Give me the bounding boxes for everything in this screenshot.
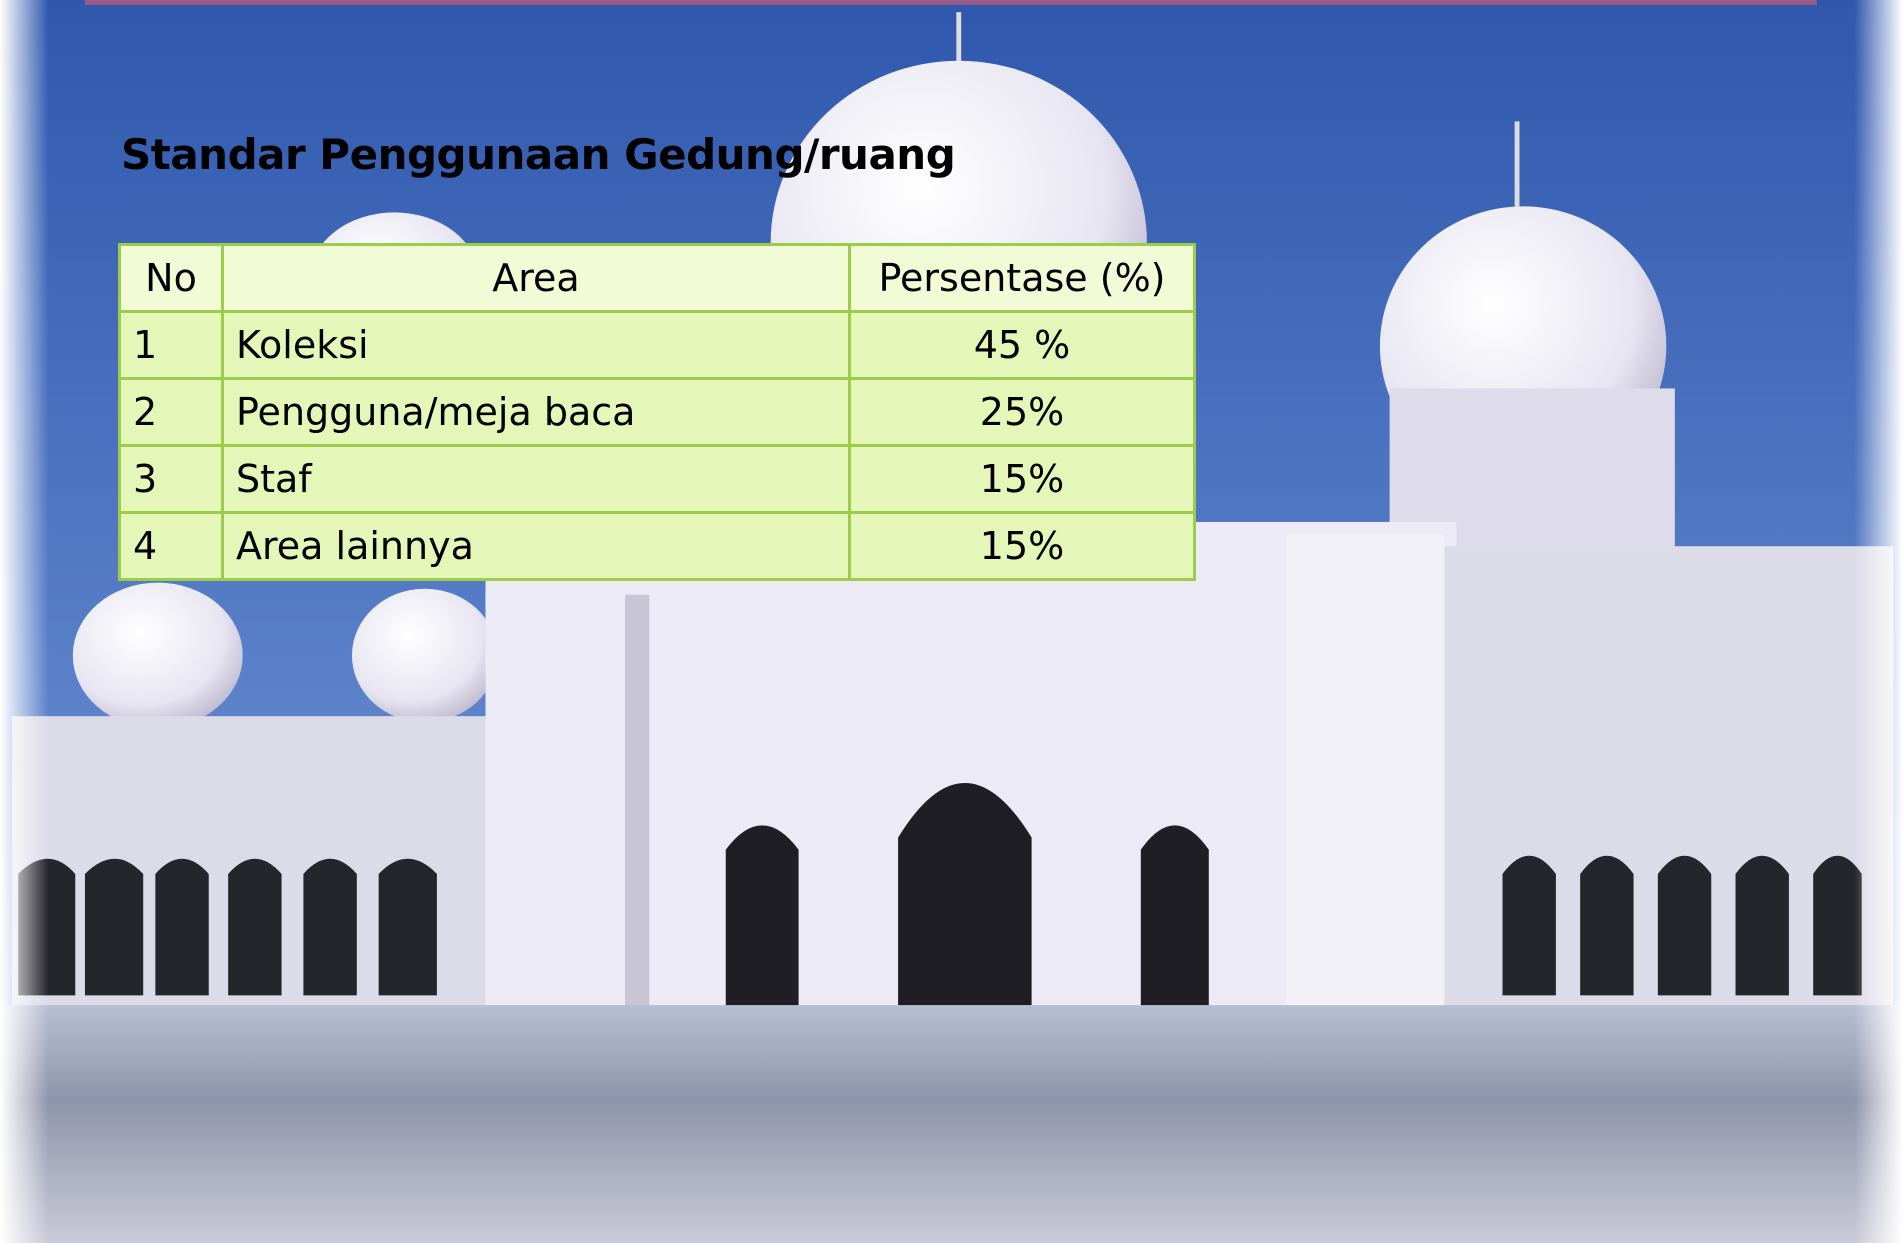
column-header: Persentase (%)	[850, 245, 1195, 312]
cell: 15%	[850, 513, 1195, 580]
cell: 4	[120, 513, 223, 580]
cell: 15%	[850, 446, 1195, 513]
background-image	[0, 0, 1903, 1243]
cell: Koleksi	[223, 312, 850, 379]
cell: 3	[120, 446, 223, 513]
cell: Area lainnya	[223, 513, 850, 580]
column-header: No	[120, 245, 223, 312]
slide: Standar Penggunaan Gedung/ruang No Area …	[0, 0, 1903, 1243]
cell: 2	[120, 379, 223, 446]
cell: Staf	[223, 446, 850, 513]
header-row: No Area Persentase (%)	[120, 245, 1195, 312]
cell: 45 %	[850, 312, 1195, 379]
column-header: Area	[223, 245, 850, 312]
cell: 25%	[850, 379, 1195, 446]
cell: 1	[120, 312, 223, 379]
slide-title: Standar Penggunaan Gedung/ruang	[121, 130, 955, 179]
cell: Pengguna/meja baca	[223, 379, 850, 446]
